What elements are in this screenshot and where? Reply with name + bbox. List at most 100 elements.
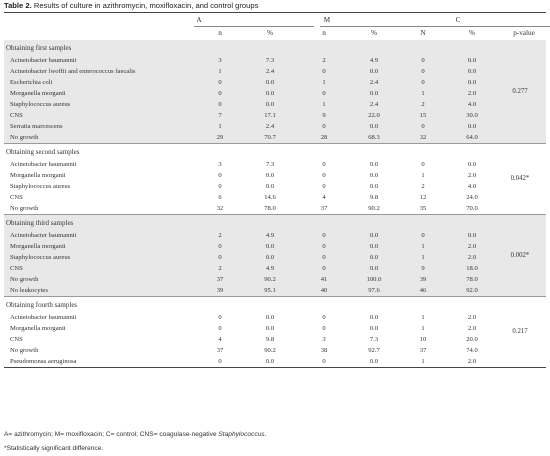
caption-label: Table 2. bbox=[4, 1, 32, 10]
table-row: Morganella morganii 0 0.0 0 0.0 1 2.0 bbox=[4, 88, 546, 99]
cell-value: 0.0 bbox=[265, 90, 275, 97]
table-row: Acinetobacter baumannii 3 7.3 2 4.9 0 0.0 bbox=[4, 55, 546, 66]
table-row: Pseudomonas aeruginosa 0 0.0 0 0.0 1 2.0 bbox=[4, 356, 546, 367]
cell-value: 1 bbox=[322, 79, 326, 86]
cell-value: 70.7 bbox=[264, 134, 276, 141]
cell-value: 9 bbox=[322, 112, 326, 119]
cell-value: 38 bbox=[320, 347, 328, 354]
table-row: Acinetobacter baumannii 3 7.3 0 0.0 0 0.0 bbox=[4, 159, 546, 170]
cell-value: 0 bbox=[322, 90, 326, 97]
cell-value: 2 bbox=[322, 57, 326, 64]
group-underline-c bbox=[448, 26, 550, 27]
cell-value: 7.3 bbox=[265, 57, 275, 64]
cell-value: 0.0 bbox=[265, 101, 275, 108]
cell-value: 29 bbox=[216, 134, 224, 141]
cell-value: 7 bbox=[218, 112, 222, 119]
cell-value: 7.3 bbox=[369, 336, 379, 343]
row-label: No growth bbox=[10, 276, 39, 283]
table-row: CNS 2 4.9 0 0.0 9 18.0 bbox=[4, 263, 546, 274]
table-row: No growth 37 90.2 38 92.7 37 74.0 bbox=[4, 345, 546, 356]
cell-value: 4.9 bbox=[265, 232, 275, 239]
cell-value: 1 bbox=[421, 314, 425, 321]
section-title-row: Obtaining second samples bbox=[4, 144, 546, 159]
cell-value: 0.0 bbox=[265, 183, 275, 190]
cell-value: 46 bbox=[419, 287, 427, 294]
cell-value: 1 bbox=[218, 123, 222, 130]
cell-value: 2.0 bbox=[467, 90, 477, 97]
cell-value: 2.0 bbox=[467, 314, 477, 321]
section-title-row: Obtaining third samples bbox=[4, 215, 546, 230]
row-label: Pseudomonas aeruginosa bbox=[10, 358, 77, 365]
cell-value: 95.1 bbox=[264, 287, 276, 294]
section-title-row: Obtaining first samples bbox=[4, 40, 546, 55]
section-title: Obtaining first samples bbox=[6, 44, 72, 52]
cell-value: 3 bbox=[218, 57, 222, 64]
cell-value: 9.8 bbox=[369, 194, 379, 201]
cell-value: 0.0 bbox=[369, 325, 379, 332]
footnote-abbrev-italic: Staphylococcus bbox=[218, 431, 265, 438]
table-row: Morganella morganii 0 0.0 0 0.0 1 2.0 bbox=[4, 241, 546, 252]
row-label: Serratia marcescens bbox=[10, 123, 63, 130]
cell-value: 0 bbox=[421, 232, 425, 239]
section-title: Obtaining third samples bbox=[6, 219, 74, 227]
cell-value: 4.0 bbox=[467, 183, 477, 190]
cell-value: 0 bbox=[218, 314, 222, 321]
cell-value: 2.0 bbox=[467, 243, 477, 250]
cell-value: 0 bbox=[218, 172, 222, 179]
row-label: Acinetobacter baumannii bbox=[10, 232, 77, 239]
cell-value: 2.4 bbox=[369, 79, 379, 86]
cell-value: 0.0 bbox=[369, 183, 379, 190]
row-label: Staphylococcus aureus bbox=[10, 183, 71, 190]
row-label: Escherichia coli bbox=[10, 79, 53, 86]
cell-value: 1 bbox=[322, 101, 326, 108]
footnote-abbrev-end: . bbox=[264, 431, 267, 438]
table-row: No growth 32 78.0 37 90.2 35 70.0 bbox=[4, 203, 546, 214]
cell-value: 0.0 bbox=[369, 232, 379, 239]
cell-value: 0.0 bbox=[467, 68, 477, 75]
cell-value: 0.0 bbox=[467, 161, 477, 168]
table-caption: Table 2. Results of culture in azithromy… bbox=[4, 1, 258, 10]
group-underline-a bbox=[194, 26, 314, 27]
row-label: Morganella morganii bbox=[10, 172, 66, 179]
cell-value: 37 bbox=[216, 347, 224, 354]
cell-value: 1 bbox=[218, 68, 222, 75]
cell-value: 10 bbox=[419, 336, 427, 343]
cell-value: 7.3 bbox=[265, 161, 275, 168]
sub-header-c-pct: % bbox=[469, 29, 475, 37]
cell-value: 0 bbox=[218, 90, 222, 97]
cell-value: 20.0 bbox=[466, 336, 478, 343]
cell-value: 3 bbox=[218, 161, 222, 168]
table-row: Acinetobacter lwoffii and enterococcus f… bbox=[4, 66, 546, 77]
cell-value: 4.9 bbox=[265, 265, 275, 272]
row-label: Morganella morganii bbox=[10, 243, 66, 250]
cell-value: 28 bbox=[320, 134, 328, 141]
cell-value: 0.0 bbox=[265, 254, 275, 261]
group-header-c: C bbox=[455, 16, 461, 24]
cell-value: 15 bbox=[419, 112, 427, 119]
cell-value: 90.2 bbox=[264, 276, 276, 283]
cell-value: 0.0 bbox=[369, 265, 379, 272]
cell-value: 0.0 bbox=[369, 254, 379, 261]
cell-value: 6 bbox=[218, 194, 222, 201]
cell-value: 37 bbox=[320, 205, 328, 212]
cell-value: 0 bbox=[218, 254, 222, 261]
section-title: Obtaining second samples bbox=[6, 148, 80, 156]
cell-value: 39 bbox=[216, 287, 224, 294]
table-header: A M C n % n % N % p-value bbox=[4, 13, 550, 40]
cell-value: 0.0 bbox=[265, 172, 275, 179]
section-pvalue: 0.042* bbox=[510, 175, 530, 182]
cell-value: 1 bbox=[421, 90, 425, 97]
cell-value: 0 bbox=[421, 68, 425, 75]
row-label: No leukocytes bbox=[10, 287, 48, 294]
cell-value: 4.0 bbox=[467, 101, 477, 108]
cell-value: 0.0 bbox=[265, 325, 275, 332]
section-4: Obtaining fourth samples Acinetobacter ba… bbox=[4, 297, 546, 367]
section-divider bbox=[4, 143, 546, 144]
cell-value: 2.4 bbox=[265, 123, 275, 130]
cell-value: 0.0 bbox=[265, 314, 275, 321]
cell-value: 78.0 bbox=[466, 276, 478, 283]
row-label: CNS bbox=[10, 336, 23, 343]
table-row: Staphylococcus aureus 0 0.0 0 0.0 2 4.0 bbox=[4, 181, 546, 192]
sub-header-c-n: N bbox=[420, 29, 426, 37]
cell-value: 2.0 bbox=[467, 358, 477, 365]
